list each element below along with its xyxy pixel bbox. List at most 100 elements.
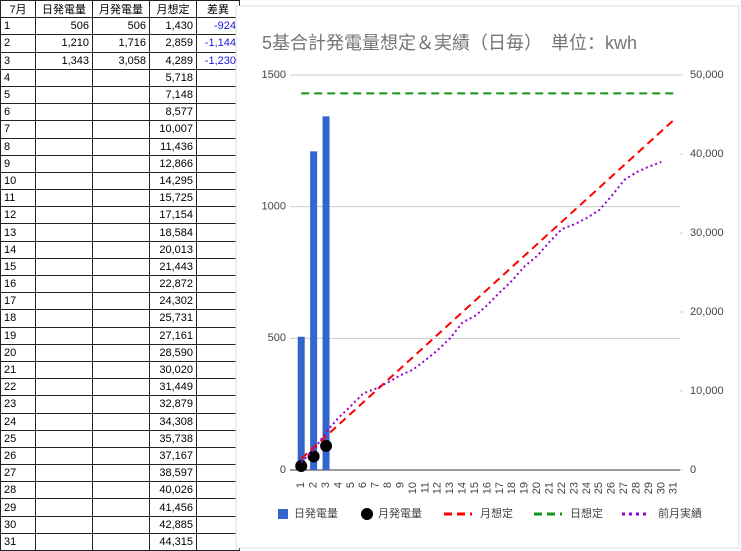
table-cell: 14	[0, 240, 36, 259]
x-tick-label: 26	[606, 482, 618, 494]
table-cell: 4,289	[149, 51, 197, 70]
y-tick-label: 0	[280, 464, 286, 476]
x-tick-label: 17	[494, 482, 506, 494]
header-cell: 7月	[0, 0, 36, 19]
table-cell: 31,449	[149, 378, 197, 397]
x-tick-label: 8	[382, 482, 394, 488]
table-cell: -1,230	[196, 51, 240, 70]
table-cell: 21	[0, 360, 36, 380]
x-tick-label: 12	[432, 482, 444, 494]
x-tick-label: 15	[469, 482, 481, 494]
table-cell: 34,308	[149, 412, 197, 431]
table-cell: 32,879	[149, 395, 197, 414]
table-row: 19 27,161	[0, 326, 240, 345]
legend-label: 日想定	[570, 506, 603, 520]
table-row: 7 10,007	[0, 120, 240, 139]
table-cell: 8,577	[149, 103, 197, 122]
y2-tick-label: 40,000	[690, 148, 724, 160]
table-cell: 30	[0, 515, 36, 534]
x-tick-label: 30	[655, 482, 667, 494]
table-row: 3 1,343 3,058 4,289 -1,230	[0, 51, 240, 70]
table-row: 2 1,210 1,716 2,859 -1,144	[0, 34, 240, 53]
x-tick-label: 7	[370, 482, 382, 488]
table-cell: 40,026	[149, 481, 197, 500]
y-tick-label: 1500	[262, 69, 286, 81]
x-tick-label: 22	[556, 482, 568, 494]
x-tick-label: 20	[531, 482, 543, 494]
table-row: 21 30,020	[0, 360, 240, 380]
x-tick-label: 2	[308, 482, 320, 488]
x-tick-label: 28	[630, 482, 642, 494]
table-row: 26 37,167	[0, 446, 240, 466]
x-tick-label: 29	[643, 482, 655, 494]
point	[295, 460, 308, 473]
x-tick-label: 16	[481, 482, 493, 494]
table-row: 31 44,315	[0, 532, 240, 551]
header-cell: 月発電量	[92, 0, 150, 19]
legend-swatch	[278, 509, 288, 519]
legend-label: 月発電量	[378, 506, 422, 520]
x-tick-label: 1	[295, 482, 307, 488]
x-tick-label: 14	[457, 482, 469, 494]
table-cell: 42,885	[149, 515, 197, 534]
y2-tick-label: 10,000	[690, 385, 724, 397]
table-cell: 24	[0, 412, 36, 431]
x-tick-label: 18	[506, 482, 518, 494]
table-row: 1 506 506 1,430 -924	[0, 17, 240, 36]
x-tick-label: 21	[544, 482, 556, 494]
table-cell: 10,007	[149, 120, 197, 139]
table-row: 9 12,866	[0, 154, 240, 173]
y2-tick-label: 30,000	[690, 227, 724, 239]
table-cell: 28,590	[149, 343, 197, 362]
table-cell: 27,161	[149, 326, 197, 345]
table-row: 10 14,295	[0, 171, 240, 191]
table-cell: 3,058	[92, 51, 150, 70]
x-tick-label: 3	[320, 482, 332, 488]
table-cell: 29	[0, 498, 36, 517]
x-tick-label: 19	[519, 482, 531, 494]
table-row: 14 20,013	[0, 240, 240, 259]
y2-tick-label: 0	[690, 464, 696, 476]
x-tick-label: 27	[618, 482, 630, 494]
table-row: 17 24,302	[0, 292, 240, 311]
x-tick-label: 6	[357, 482, 369, 488]
x-tick-label: 13	[444, 482, 456, 494]
x-tick-label: 23	[568, 482, 580, 494]
table-row: 30 42,885	[0, 515, 240, 534]
x-tick-label: 9	[394, 482, 406, 488]
header-cell: 月想定	[149, 0, 197, 19]
bar	[310, 151, 318, 470]
y2-tick-label: 20,000	[690, 306, 724, 318]
table-cell: 1,430	[149, 17, 197, 36]
x-tick-label: 10	[407, 482, 419, 494]
table-row: 15 21,443	[0, 257, 240, 277]
table-cell: 16	[0, 274, 36, 294]
line	[300, 119, 675, 460]
x-tick-label: 4	[332, 482, 344, 488]
x-tick-label: 5	[345, 482, 357, 488]
table-row: 25 35,738	[0, 429, 240, 448]
legend-label: 日発電量	[294, 506, 338, 520]
y-tick-label: 500	[268, 332, 286, 344]
table-cell: 17,154	[149, 206, 197, 225]
table-cell: 20,013	[149, 240, 197, 259]
point	[320, 439, 333, 452]
x-tick-label: 31	[668, 482, 680, 494]
table-row: 12 17,154	[0, 206, 240, 225]
table-row: 22 31,449	[0, 378, 240, 397]
point	[307, 450, 320, 463]
x-tick-label: 25	[593, 482, 605, 494]
table-row: 27 38,597	[0, 464, 240, 483]
chart-frame	[235, 5, 740, 549]
bar	[297, 336, 305, 470]
table-row: 16 22,872	[0, 274, 240, 294]
table-row: 5 7,148	[0, 85, 240, 105]
legend-swatch	[361, 508, 373, 520]
legend-label: 前月実績	[658, 506, 702, 520]
chart-title: 5基合計発電量想定＆実績（日毎） 単位：kwh	[262, 33, 637, 53]
table-cell: 11,436	[149, 137, 197, 156]
table-row: 29 41,456	[0, 498, 240, 517]
table-cell: 14,295	[149, 171, 197, 191]
